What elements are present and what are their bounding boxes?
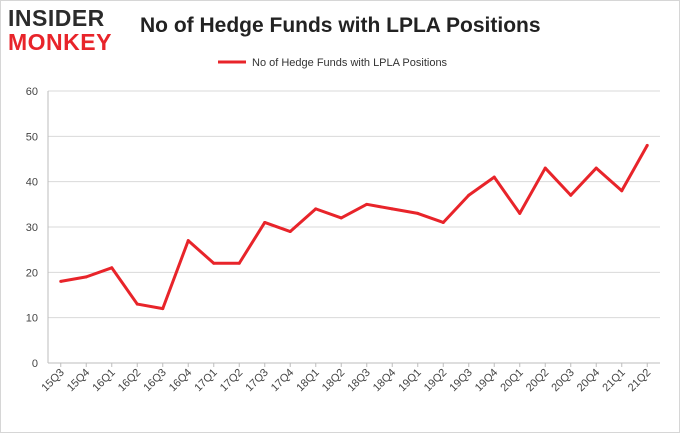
x-tick-label: 20Q2: [524, 367, 552, 395]
y-tick-label: 20: [26, 267, 38, 279]
data-point: [467, 193, 471, 197]
x-tick-label: 19Q1: [396, 367, 424, 395]
data-point: [263, 220, 267, 224]
y-axis-ticks: 0 10 20 30 40 50 60: [26, 86, 38, 370]
series-group: [59, 143, 649, 311]
data-point: [441, 220, 445, 224]
x-tick-label: 20Q3: [549, 367, 577, 395]
x-axis-ticks: 15Q315Q416Q116Q216Q316Q417Q117Q217Q317Q4…: [39, 363, 653, 394]
x-tick-label: 18Q1: [294, 367, 322, 395]
data-point: [416, 211, 420, 215]
x-tick-label: 19Q3: [447, 367, 475, 395]
grid-lines: [47, 90, 660, 364]
x-tick-label: 17Q1: [192, 367, 220, 395]
chart-title: No of Hedge Funds with LPLA Positions: [140, 14, 541, 37]
x-tick-label: 16Q1: [90, 367, 118, 395]
y-tick-label: 30: [26, 222, 38, 234]
data-point: [543, 166, 547, 170]
data-point: [645, 143, 649, 147]
data-point: [365, 202, 369, 206]
data-point: [186, 239, 190, 243]
data-point: [339, 216, 343, 220]
data-point: [135, 302, 139, 306]
x-tick-label: 19Q4: [473, 367, 501, 395]
series-line: [60, 144, 649, 311]
x-tick-label: 17Q4: [269, 367, 297, 395]
data-point: [518, 211, 522, 215]
x-tick-label: 16Q2: [116, 367, 144, 395]
insider-monkey-logo: INSIDER MONKEY: [8, 6, 128, 58]
x-tick-label: 16Q4: [167, 367, 195, 395]
data-point: [59, 279, 63, 283]
data-point: [110, 266, 114, 270]
x-tick-label: 18Q2: [320, 367, 348, 395]
legend: No of Hedge Funds with LPLA Positions: [218, 57, 448, 69]
y-tick-label: 0: [32, 358, 38, 370]
data-point: [288, 230, 292, 234]
x-tick-label: 20Q4: [575, 367, 603, 395]
x-tick-label: 17Q2: [218, 367, 246, 395]
x-tick-label: 21Q2: [626, 367, 654, 395]
logo-line-2: MONKEY: [8, 29, 112, 55]
x-tick-label: 17Q3: [243, 367, 271, 395]
x-tick-label: 19Q2: [422, 367, 450, 395]
data-point: [569, 193, 573, 197]
data-point: [237, 261, 241, 265]
x-tick-label: 15Q4: [65, 367, 93, 395]
data-point: [620, 189, 624, 193]
y-tick-label: 10: [26, 313, 38, 325]
y-tick-label: 40: [26, 177, 38, 189]
data-point: [492, 175, 496, 179]
y-tick-label: 60: [26, 86, 38, 98]
logo-line-1: INSIDER: [8, 5, 105, 31]
data-point: [84, 275, 88, 279]
x-tick-label: 15Q3: [39, 367, 67, 395]
x-tick-label: 18Q3: [345, 367, 373, 395]
x-tick-label: 18Q4: [371, 367, 399, 395]
data-point: [390, 207, 394, 211]
y-tick-label: 50: [26, 131, 38, 143]
data-point: [212, 261, 216, 265]
data-point: [161, 307, 165, 311]
data-point: [594, 166, 598, 170]
data-point: [314, 207, 318, 211]
legend-label: No of Hedge Funds with LPLA Positions: [252, 57, 448, 69]
x-tick-label: 21Q1: [600, 367, 628, 395]
x-tick-label: 16Q3: [141, 367, 169, 395]
x-tick-label: 20Q1: [498, 367, 526, 395]
